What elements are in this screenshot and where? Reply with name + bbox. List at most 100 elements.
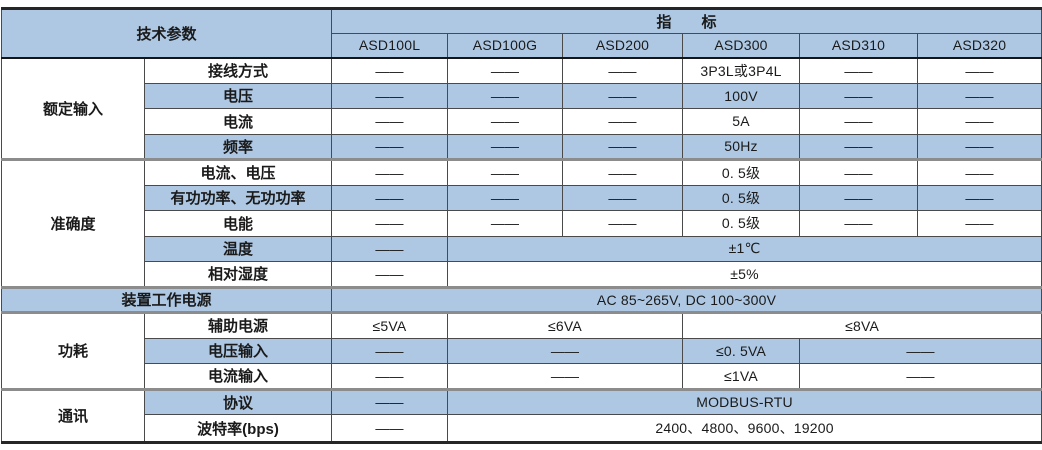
value-cell: —— bbox=[799, 108, 919, 135]
param-label: 协议 bbox=[143, 388, 333, 415]
value-cell: —— bbox=[331, 82, 449, 109]
header-indicator-cell: 指 标 bbox=[331, 8, 1042, 34]
table-row: 准确度 电流、电压 —— —— —— 0. 5级 —— —— bbox=[1, 159, 1042, 289]
value-cell: —— bbox=[331, 57, 449, 84]
value-cell: 0. 5级 bbox=[682, 184, 801, 211]
value-cell: —— bbox=[447, 57, 564, 84]
value-cell-merged: —— bbox=[799, 337, 1042, 364]
model-header: ASD200 bbox=[562, 33, 684, 59]
value-cell: —— bbox=[447, 159, 564, 186]
table-row: 波特率(bps) —— 2400、4800、9600、19200 bbox=[2, 414, 1042, 444]
value-cell: —— bbox=[917, 108, 1042, 135]
header-param-cell: 技术参数 bbox=[0, 8, 333, 59]
header-row-1: 技术参数 指 标 bbox=[0, 8, 1042, 59]
table-row: 功耗 辅助电源 ≤5VA ≤6VA ≤8VA bbox=[1, 312, 1042, 391]
header-row-models: ASD100L ASD100G ASD200 ASD300 ASD310 ASD… bbox=[2, 33, 1042, 59]
spec-table: 技术参数 指 标 ASD100L ASD100G ASD200 ASD300 A… bbox=[0, 7, 1042, 444]
param-label: 相对湿度 bbox=[143, 261, 333, 289]
value-cell: —— bbox=[447, 133, 564, 161]
value-cell: —— bbox=[331, 363, 449, 391]
value-cell: 0. 5级 bbox=[682, 210, 801, 237]
value-cell: —— bbox=[447, 210, 564, 237]
param-label: 电流输入 bbox=[143, 363, 333, 391]
param-label: 频率 bbox=[143, 133, 333, 161]
value-cell: —— bbox=[331, 261, 449, 289]
table-row: 相对湿度 —— ±5% bbox=[2, 261, 1042, 289]
value-cell-merged: ≤6VA bbox=[447, 312, 684, 339]
group-label: 功耗 bbox=[1, 312, 145, 391]
value-cell: —— bbox=[447, 82, 564, 109]
param-label: 波特率(bps) bbox=[143, 414, 333, 444]
table-row: 电能 —— —— —— 0. 5级 —— —— bbox=[2, 210, 1042, 237]
value-cell: ≤5VA bbox=[331, 312, 449, 339]
group-label: 准确度 bbox=[1, 159, 145, 289]
param-label: 电能 bbox=[143, 210, 333, 237]
value-cell: —— bbox=[447, 184, 564, 211]
value-cell: —— bbox=[917, 57, 1042, 84]
value-cell-merged: MODBUS-RTU bbox=[447, 388, 1042, 415]
value-cell: —— bbox=[562, 108, 684, 135]
table-row: 电流输入 —— —— ≤1VA —— bbox=[2, 363, 1042, 391]
value-cell-merged: AC 85~265V, DC 100~300V bbox=[331, 286, 1042, 314]
table-row: 有功功率、无功功率 —— —— —— 0. 5级 —— —— bbox=[2, 184, 1042, 211]
value-cell: —— bbox=[331, 337, 449, 364]
table-row: 通讯 协议 —— MODBUS-RTU bbox=[1, 388, 1042, 444]
value-cell: —— bbox=[331, 184, 449, 211]
value-cell: —— bbox=[799, 82, 919, 109]
value-cell: —— bbox=[562, 210, 684, 237]
table-row: 电压输入 —— —— ≤0. 5VA —— bbox=[2, 337, 1042, 364]
value-cell: 3P3L或3P4L bbox=[682, 57, 801, 84]
param-label: 电流 bbox=[143, 108, 333, 135]
value-cell: —— bbox=[331, 133, 449, 161]
value-cell-merged: —— bbox=[447, 363, 684, 391]
value-cell: —— bbox=[562, 133, 684, 161]
model-header: ASD100G bbox=[447, 33, 564, 59]
model-header: ASD320 bbox=[917, 33, 1042, 59]
table-row: 频率 —— —— —— 50Hz —— —— bbox=[2, 133, 1042, 161]
table-row: 电流 —— —— —— 5A —— —— bbox=[2, 108, 1042, 135]
value-cell: —— bbox=[562, 57, 684, 84]
value-cell-merged: —— bbox=[799, 363, 1042, 391]
table-row: 电压 —— —— —— 100V —— —— bbox=[2, 82, 1042, 109]
value-cell: —— bbox=[799, 210, 919, 237]
param-label: 电流、电压 bbox=[143, 159, 333, 186]
value-cell-merged: 2400、4800、9600、19200 bbox=[447, 414, 1042, 444]
group-label: 通讯 bbox=[1, 388, 145, 444]
table-row: 装置工作电源 AC 85~265V, DC 100~300V bbox=[0, 286, 1042, 314]
value-cell: —— bbox=[917, 184, 1042, 211]
value-cell: 0. 5级 bbox=[682, 159, 801, 186]
value-cell-merged: ±1℃ bbox=[447, 235, 1042, 262]
param-label: 电压 bbox=[143, 82, 333, 109]
value-cell: ≤1VA bbox=[682, 363, 801, 391]
group-label: 额定输入 bbox=[1, 57, 145, 161]
value-cell: —— bbox=[917, 210, 1042, 237]
value-cell: —— bbox=[562, 82, 684, 109]
param-label: 辅助电源 bbox=[143, 312, 333, 339]
value-cell: —— bbox=[331, 388, 449, 415]
value-cell: —— bbox=[917, 133, 1042, 161]
table-row: 温度 —— ±1℃ bbox=[2, 235, 1042, 262]
model-header: ASD310 bbox=[799, 33, 919, 59]
value-cell-merged: —— bbox=[447, 337, 684, 364]
value-cell: —— bbox=[799, 159, 919, 186]
param-label: 有功功率、无功功率 bbox=[143, 184, 333, 211]
value-cell-merged: ≤8VA bbox=[682, 312, 1042, 339]
value-cell: —— bbox=[331, 235, 449, 262]
value-cell: —— bbox=[331, 210, 449, 237]
value-cell: —— bbox=[799, 57, 919, 84]
value-cell: —— bbox=[562, 184, 684, 211]
value-cell: —— bbox=[799, 184, 919, 211]
value-cell: 100V bbox=[682, 82, 801, 109]
value-cell: —— bbox=[331, 108, 449, 135]
group-label-full: 装置工作电源 bbox=[0, 286, 333, 314]
value-cell: —— bbox=[331, 414, 449, 444]
value-cell-merged: ±5% bbox=[447, 261, 1042, 289]
value-cell: 5A bbox=[682, 108, 801, 135]
value-cell: —— bbox=[562, 159, 684, 186]
value-cell: 50Hz bbox=[682, 133, 801, 161]
model-header: ASD100L bbox=[331, 33, 449, 59]
value-cell: —— bbox=[447, 108, 564, 135]
table-row: 额定输入 接线方式 —— —— —— 3P3L或3P4L —— —— bbox=[1, 57, 1042, 161]
value-cell: —— bbox=[799, 133, 919, 161]
